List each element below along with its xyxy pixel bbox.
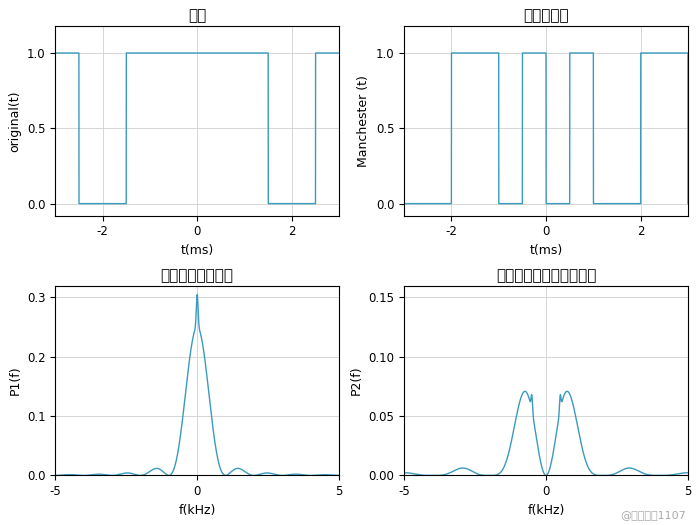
Y-axis label: P2(f): P2(f): [350, 366, 363, 395]
X-axis label: f(kHz): f(kHz): [527, 503, 565, 517]
X-axis label: f(kHz): f(kHz): [178, 503, 216, 517]
X-axis label: t(ms): t(ms): [529, 244, 563, 257]
Y-axis label: original(t): original(t): [8, 90, 21, 152]
X-axis label: t(ms): t(ms): [181, 244, 214, 257]
Title: 原码: 原码: [188, 8, 206, 23]
Title: 数字双相码功率谱密度图: 数字双相码功率谱密度图: [496, 268, 596, 283]
Title: 原码功率谱密度图: 原码功率谱密度图: [161, 268, 234, 283]
Y-axis label: P1(f): P1(f): [8, 366, 21, 395]
Title: 数字双向码: 数字双向码: [523, 8, 569, 23]
Text: @水月千寻1107: @水月千寻1107: [620, 510, 686, 520]
Y-axis label: Manchester (t): Manchester (t): [357, 75, 370, 167]
